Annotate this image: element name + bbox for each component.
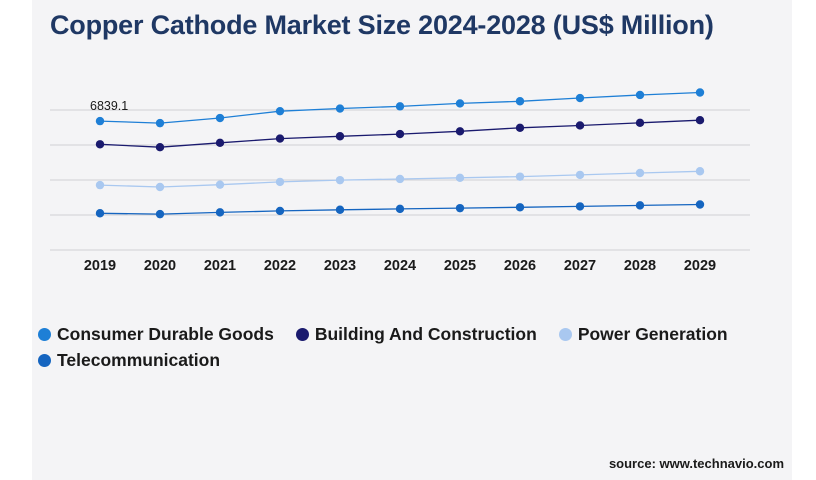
data-point xyxy=(95,180,105,190)
chart-title: Copper Cathode Market Size 2024-2028 (US… xyxy=(50,10,714,40)
data-point xyxy=(635,118,645,128)
legend-marker xyxy=(38,353,51,367)
data-point xyxy=(155,142,165,152)
data-point xyxy=(395,129,405,139)
x-tick-label: 2026 xyxy=(504,258,536,274)
legend-label: Telecommunication xyxy=(57,349,221,370)
data-point xyxy=(335,175,345,185)
data-point xyxy=(215,113,225,123)
data-point xyxy=(155,118,165,128)
x-tick-label: 2021 xyxy=(204,258,236,274)
data-point xyxy=(695,167,705,176)
x-tick-label: 2025 xyxy=(444,258,476,274)
data-point xyxy=(455,127,465,136)
data-point xyxy=(515,123,525,132)
data-point xyxy=(395,204,405,214)
data-point xyxy=(275,106,285,116)
data-point xyxy=(455,173,465,183)
data-point xyxy=(215,180,225,189)
legend-marker xyxy=(38,327,51,341)
chart-background xyxy=(32,0,792,480)
data-point xyxy=(575,170,585,180)
x-tick-label: 2023 xyxy=(324,258,356,274)
x-tick-label: 2029 xyxy=(684,258,716,274)
data-point xyxy=(695,200,705,209)
data-point xyxy=(335,205,345,214)
legend-label: Power Generation xyxy=(577,323,728,344)
data-point xyxy=(695,88,705,97)
x-tick-label: 2024 xyxy=(384,258,416,274)
x-tick-label: 2019 xyxy=(84,258,116,274)
data-point xyxy=(275,134,285,143)
data-point xyxy=(455,99,465,108)
data-point xyxy=(455,203,465,213)
data-point xyxy=(275,206,285,216)
data-point xyxy=(515,203,525,212)
data-point xyxy=(155,209,165,219)
legend-marker xyxy=(295,327,309,341)
x-tick-label: 2020 xyxy=(144,258,176,274)
legend-item: Power Generation xyxy=(558,322,728,346)
data-point xyxy=(395,102,405,111)
data-point xyxy=(95,116,105,126)
x-tick-label: 2028 xyxy=(624,258,656,274)
data-point xyxy=(575,121,585,130)
data-point xyxy=(575,93,585,103)
data-point xyxy=(95,140,105,149)
data-point xyxy=(635,168,645,178)
data-point xyxy=(275,177,285,187)
data-point xyxy=(95,209,105,218)
data-point xyxy=(515,172,525,181)
data-point xyxy=(695,116,705,125)
data-point xyxy=(335,132,345,141)
data-label: 6839.1 xyxy=(90,99,128,113)
data-point xyxy=(335,104,345,113)
legend-item: Consumer Durable Goods xyxy=(38,322,274,346)
source-text: source: www.technavio.com xyxy=(608,456,784,471)
data-point xyxy=(515,97,525,106)
data-point xyxy=(155,182,165,192)
x-tick-label: 2027 xyxy=(564,258,596,274)
legend-label: Consumer Durable Goods xyxy=(57,323,274,344)
legend-marker xyxy=(558,327,572,341)
data-point xyxy=(635,201,645,210)
data-point xyxy=(215,138,225,148)
legend-item: Building And Construction xyxy=(295,322,537,346)
data-point xyxy=(575,202,585,211)
legend: Consumer Durable Goods Building And Const… xyxy=(38,322,758,372)
legend-item: Telecommunication xyxy=(38,348,220,372)
data-point xyxy=(635,90,645,100)
legend-label: Building And Construction xyxy=(314,323,537,344)
x-tick-label: 2022 xyxy=(264,258,296,274)
data-point xyxy=(215,208,225,217)
data-point xyxy=(395,174,405,184)
